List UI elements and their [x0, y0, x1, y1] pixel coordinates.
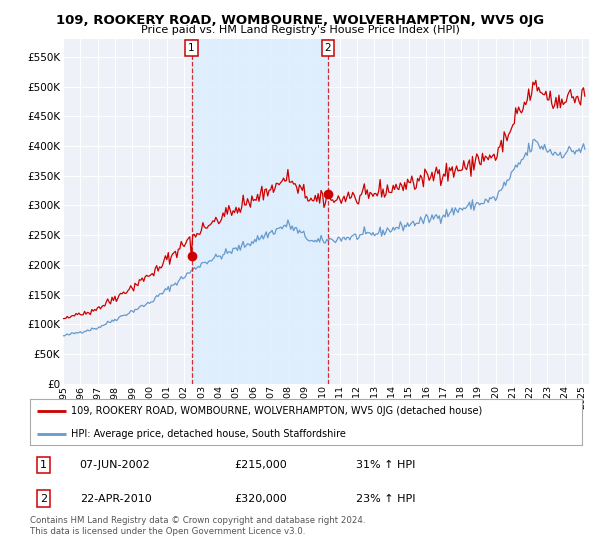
Text: 109, ROOKERY ROAD, WOMBOURNE, WOLVERHAMPTON, WV5 0JG (detached house): 109, ROOKERY ROAD, WOMBOURNE, WOLVERHAMP… — [71, 406, 482, 416]
Text: £320,000: £320,000 — [234, 493, 287, 503]
Text: 1: 1 — [188, 43, 195, 53]
Text: 23% ↑ HPI: 23% ↑ HPI — [356, 493, 415, 503]
Text: HPI: Average price, detached house, South Staffordshire: HPI: Average price, detached house, Sout… — [71, 428, 346, 438]
Text: Contains HM Land Registry data © Crown copyright and database right 2024.
This d: Contains HM Land Registry data © Crown c… — [30, 516, 365, 536]
Bar — [191, 39, 328, 384]
Text: 22-APR-2010: 22-APR-2010 — [80, 493, 151, 503]
Text: 109, ROOKERY ROAD, WOMBOURNE, WOLVERHAMPTON, WV5 0JG: 109, ROOKERY ROAD, WOMBOURNE, WOLVERHAMP… — [56, 14, 544, 27]
Text: Price paid vs. HM Land Registry's House Price Index (HPI): Price paid vs. HM Land Registry's House … — [140, 25, 460, 35]
Text: 1: 1 — [40, 460, 47, 470]
Text: 31% ↑ HPI: 31% ↑ HPI — [356, 460, 415, 470]
Text: 07-JUN-2002: 07-JUN-2002 — [80, 460, 151, 470]
Text: 2: 2 — [325, 43, 331, 53]
Text: £215,000: £215,000 — [234, 460, 287, 470]
Text: 2: 2 — [40, 493, 47, 503]
